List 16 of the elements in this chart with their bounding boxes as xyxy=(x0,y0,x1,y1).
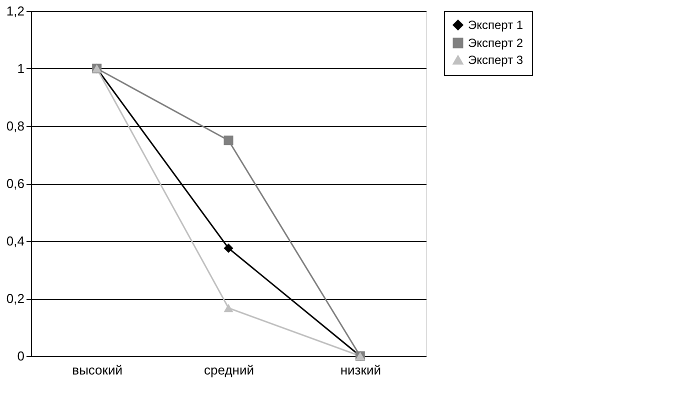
legend-label: Эксперт 2 xyxy=(468,36,524,50)
y-tick-label: 0,2 xyxy=(6,291,24,306)
x-tick-label: средний xyxy=(204,362,254,378)
point xyxy=(224,243,234,253)
y-tick-label: 1,2 xyxy=(6,4,24,18)
x-tick-label: высокий xyxy=(72,362,123,378)
point xyxy=(224,304,234,312)
legend-label: Эксперт 1 xyxy=(468,18,524,32)
y-tick-label: 0,8 xyxy=(6,118,24,134)
x-tick-label: низкий xyxy=(340,362,381,378)
y-tick-label: 0,6 xyxy=(6,176,24,191)
y-tick-label: 0,4 xyxy=(6,234,24,248)
y-tick-label: 1 xyxy=(17,61,24,76)
y-tick-label: 0 xyxy=(17,348,24,364)
legend-label: Эксперт 3 xyxy=(468,53,524,67)
point xyxy=(224,136,234,146)
